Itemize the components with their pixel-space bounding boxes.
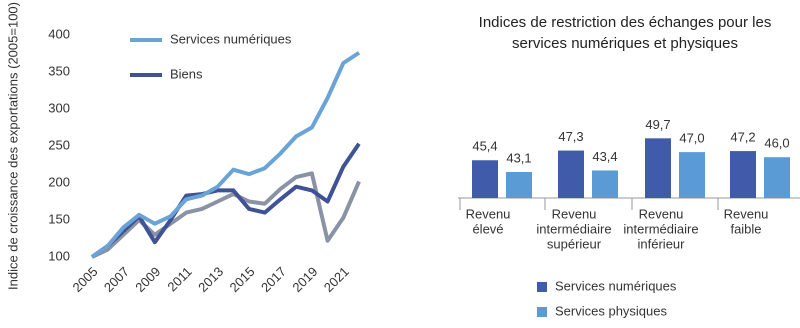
legend-label: Services numériques [170,31,292,46]
legend-label: Biens [170,66,203,81]
legend-swatch [537,307,547,317]
x-tick-label: Revenu [639,206,684,221]
legend-label: Services physiques [555,303,667,318]
y-tick-label: 150 [48,211,70,226]
x-tick-label: faible [730,221,761,236]
x-tick-label: supérieur [547,236,602,251]
y-tick-label: 300 [48,100,70,115]
x-tick-label: intermédiaire [623,221,698,236]
bar [645,138,671,198]
y-tick-label: 100 [48,248,70,263]
x-tick-label: 2005 [69,264,100,295]
x-tick-label: élevé [472,221,503,236]
x-tick-label: 2009 [132,264,163,295]
x-tick-label: 2015 [227,264,258,295]
x-tick-label: Revenu [552,206,597,221]
value-label: 46,0 [764,136,789,151]
bar [679,152,705,198]
legend-swatch [537,282,547,292]
bar [558,150,584,198]
value-label: 49,7 [645,117,670,132]
x-tick-label: intermédiaire [536,221,611,236]
x-tick-label: 2011 [164,264,194,294]
bar [730,151,756,198]
value-label: 43,1 [506,150,531,165]
value-label: 43,4 [592,149,617,164]
x-tick-label: Revenu [466,206,511,221]
bar [592,170,618,198]
y-axis-title: Indice de croissance des exportations (2… [5,2,20,290]
value-label: 47,3 [558,129,583,144]
value-label: 47,2 [730,130,755,145]
bar [764,157,790,198]
y-tick-label: 400 [48,26,70,41]
x-tick-label: 2007 [101,264,132,295]
x-tick-label: 2021 [321,264,352,295]
y-tick-label: 350 [48,63,70,78]
x-tick-label: Revenu [724,206,769,221]
x-tick-label: 2017 [258,264,289,295]
value-label: 47,0 [679,131,704,146]
series-line [90,51,361,259]
x-tick-label: 2019 [289,264,320,295]
y-tick-label: 250 [48,137,70,152]
bar [472,160,498,198]
x-tick-label: 2013 [195,264,226,295]
y-tick-label: 200 [48,174,70,189]
series-line [91,171,361,259]
x-tick-label: inférieur [638,236,686,251]
chart-title: Indices de restriction des échanges pour… [478,14,772,52]
bar [506,171,532,198]
value-label: 45,4 [472,139,497,154]
legend-label: Services numériques [555,278,677,293]
